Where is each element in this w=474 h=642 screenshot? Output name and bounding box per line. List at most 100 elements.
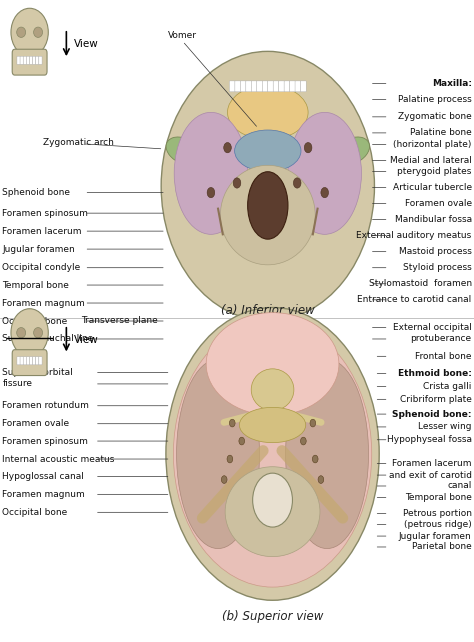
Ellipse shape bbox=[220, 166, 315, 265]
FancyBboxPatch shape bbox=[229, 81, 235, 92]
Text: Sphenoid bone: Sphenoid bone bbox=[2, 188, 70, 197]
FancyBboxPatch shape bbox=[29, 56, 33, 64]
Text: Jugular foramen: Jugular foramen bbox=[2, 245, 75, 254]
Text: Crista galli: Crista galli bbox=[423, 382, 472, 391]
Text: Foramen rotundum: Foramen rotundum bbox=[2, 401, 89, 410]
Text: pterygoid plates: pterygoid plates bbox=[397, 167, 472, 176]
Text: Frontal bone: Frontal bone bbox=[415, 352, 472, 361]
FancyBboxPatch shape bbox=[251, 81, 257, 92]
Text: Parietal bone: Parietal bone bbox=[412, 542, 472, 551]
Text: protuberance: protuberance bbox=[410, 334, 472, 343]
Text: Superior orbital: Superior orbital bbox=[2, 368, 73, 377]
Circle shape bbox=[304, 143, 312, 153]
FancyBboxPatch shape bbox=[12, 350, 47, 376]
FancyBboxPatch shape bbox=[39, 357, 42, 365]
Ellipse shape bbox=[11, 8, 48, 56]
Circle shape bbox=[301, 437, 306, 445]
Text: Transverse plane: Transverse plane bbox=[81, 316, 157, 325]
FancyBboxPatch shape bbox=[29, 357, 33, 365]
FancyBboxPatch shape bbox=[27, 357, 29, 365]
Ellipse shape bbox=[206, 313, 339, 415]
Circle shape bbox=[227, 455, 233, 463]
Text: fissure: fissure bbox=[2, 379, 32, 388]
Text: Entrance to carotid canal: Entrance to carotid canal bbox=[357, 295, 472, 304]
Text: (a) Inferior view: (a) Inferior view bbox=[221, 304, 315, 317]
Ellipse shape bbox=[251, 369, 294, 411]
Circle shape bbox=[253, 473, 292, 527]
Circle shape bbox=[239, 437, 245, 445]
FancyBboxPatch shape bbox=[23, 357, 27, 365]
Text: Styloid process: Styloid process bbox=[403, 263, 472, 272]
Circle shape bbox=[224, 143, 231, 153]
Ellipse shape bbox=[239, 408, 306, 443]
Ellipse shape bbox=[34, 327, 43, 338]
FancyBboxPatch shape bbox=[301, 81, 306, 92]
Text: (petrous ridge): (petrous ridge) bbox=[404, 520, 472, 529]
Text: Medial and lateral: Medial and lateral bbox=[390, 156, 472, 165]
Circle shape bbox=[221, 476, 227, 483]
FancyBboxPatch shape bbox=[279, 81, 284, 92]
FancyBboxPatch shape bbox=[257, 81, 263, 92]
FancyBboxPatch shape bbox=[246, 81, 252, 92]
Ellipse shape bbox=[288, 112, 361, 234]
Circle shape bbox=[312, 455, 318, 463]
Text: Palatine bone: Palatine bone bbox=[410, 128, 472, 137]
Ellipse shape bbox=[166, 308, 379, 600]
Text: Petrous portion: Petrous portion bbox=[402, 509, 472, 518]
Ellipse shape bbox=[247, 172, 288, 239]
FancyBboxPatch shape bbox=[273, 81, 279, 92]
Ellipse shape bbox=[17, 27, 26, 37]
Text: Maxilla:: Maxilla: bbox=[432, 79, 472, 88]
Text: Zygomatic arch: Zygomatic arch bbox=[43, 138, 114, 147]
Text: Jugular foramen: Jugular foramen bbox=[399, 532, 472, 541]
Text: Occipital condyle: Occipital condyle bbox=[2, 263, 81, 272]
Ellipse shape bbox=[34, 27, 43, 37]
Text: (horizontal plate): (horizontal plate) bbox=[393, 140, 472, 149]
Text: External auditory meatus: External auditory meatus bbox=[356, 231, 472, 240]
Text: Hypoglossal canal: Hypoglossal canal bbox=[2, 472, 84, 481]
Text: Articular tubercle: Articular tubercle bbox=[392, 183, 472, 192]
Text: Foramen lacerum: Foramen lacerum bbox=[2, 227, 82, 236]
Text: Stylomastoid  foramen: Stylomastoid foramen bbox=[368, 279, 472, 288]
Text: } Sella
   turcica: } Sella turcica bbox=[473, 424, 474, 443]
Circle shape bbox=[321, 187, 328, 198]
Text: View: View bbox=[73, 334, 98, 345]
Text: Zygomatic bone: Zygomatic bone bbox=[398, 112, 472, 121]
FancyBboxPatch shape bbox=[17, 56, 20, 64]
Text: Foramen ovale: Foramen ovale bbox=[2, 419, 70, 428]
Text: Temporal bone: Temporal bone bbox=[405, 493, 472, 502]
Text: Foramen spinosum: Foramen spinosum bbox=[2, 437, 88, 446]
FancyBboxPatch shape bbox=[268, 81, 273, 92]
Text: Temporal bone: Temporal bone bbox=[2, 281, 69, 290]
FancyBboxPatch shape bbox=[284, 81, 290, 92]
Ellipse shape bbox=[228, 85, 308, 140]
FancyArrowPatch shape bbox=[278, 411, 321, 422]
FancyBboxPatch shape bbox=[33, 357, 36, 365]
Ellipse shape bbox=[235, 130, 301, 172]
Circle shape bbox=[293, 178, 301, 188]
Text: Foramen magnum: Foramen magnum bbox=[2, 490, 85, 499]
Text: Lesser wing: Lesser wing bbox=[418, 422, 472, 431]
FancyBboxPatch shape bbox=[290, 81, 295, 92]
FancyBboxPatch shape bbox=[20, 357, 23, 365]
Ellipse shape bbox=[285, 360, 368, 548]
Text: Palatine process: Palatine process bbox=[398, 95, 472, 104]
Text: Mastoid process: Mastoid process bbox=[399, 247, 472, 256]
FancyBboxPatch shape bbox=[17, 357, 20, 365]
Text: canal: canal bbox=[447, 482, 472, 490]
FancyArrowPatch shape bbox=[224, 411, 267, 422]
FancyBboxPatch shape bbox=[12, 49, 47, 75]
Ellipse shape bbox=[176, 360, 259, 548]
Text: Occipital bone: Occipital bone bbox=[2, 508, 68, 517]
Ellipse shape bbox=[335, 137, 370, 165]
Text: Foramen magnum: Foramen magnum bbox=[2, 299, 85, 308]
Circle shape bbox=[318, 476, 324, 483]
Ellipse shape bbox=[17, 327, 26, 338]
Text: Vomer: Vomer bbox=[168, 31, 197, 40]
Circle shape bbox=[229, 419, 235, 427]
FancyBboxPatch shape bbox=[295, 81, 301, 92]
Ellipse shape bbox=[161, 51, 374, 321]
Circle shape bbox=[207, 187, 215, 198]
FancyBboxPatch shape bbox=[23, 56, 27, 64]
Ellipse shape bbox=[11, 309, 48, 357]
